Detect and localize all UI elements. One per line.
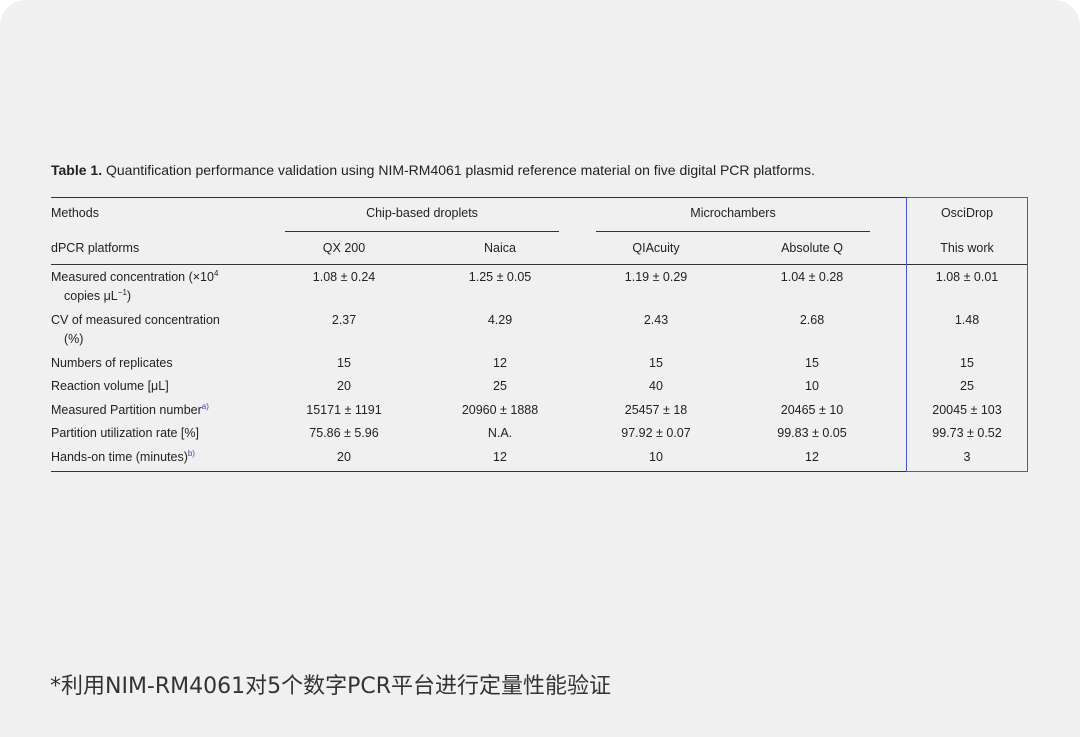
table-cell: 1.25 ± 0.05 xyxy=(468,270,532,284)
table-label: Table 1. xyxy=(51,162,103,178)
table-cell: 99.83 ± 0.05 xyxy=(777,426,847,440)
footnote-b: b) xyxy=(187,449,195,458)
table-cell: 25 xyxy=(960,379,974,393)
table-cell: 1.08 ± 0.24 xyxy=(312,270,376,284)
platforms-header: dPCR platforms xyxy=(51,241,140,255)
top-rule xyxy=(51,197,1028,198)
row-label-cv: CV of measured concentration xyxy=(51,313,220,327)
table-cell: 3 xyxy=(963,450,971,464)
row-label-reaction-volume: Reaction volume [μL] xyxy=(51,379,169,393)
table-cell: 15 xyxy=(805,356,819,370)
row-label-concentration: Measured concentration (×104 xyxy=(51,269,219,285)
table-cell: 4.29 xyxy=(487,313,513,327)
table-cell: 1.08 ± 0.01 xyxy=(935,270,999,284)
methods-header: Methods xyxy=(51,206,99,220)
row-label-partition-number: Measured Partition numbera) xyxy=(51,402,209,418)
row-label-concentration-line2: copies μL−1) xyxy=(64,288,132,304)
table-cell: 15 xyxy=(649,356,663,370)
bottom-rule xyxy=(51,471,1028,472)
table-cell: 10 xyxy=(649,450,663,464)
table-cell: 25457 ± 18 xyxy=(624,403,688,417)
table-cell: 40 xyxy=(649,379,663,393)
footer-note: *利用NIM-RM4061对5个数字PCR平台进行定量性能验证 xyxy=(50,674,612,699)
platform-qiacuity: QIAcuity xyxy=(632,241,680,255)
table-cell: 20 xyxy=(337,450,351,464)
table-cell: 25 xyxy=(493,379,507,393)
table-cell: 20045 ± 103 xyxy=(932,403,1002,417)
row-label-utilization: Partition utilization rate [%] xyxy=(51,426,199,440)
table-cell: 1.19 ± 0.29 xyxy=(624,270,688,284)
table-cell: 2.37 xyxy=(331,313,357,327)
table-cell: 15171 ± 1191 xyxy=(306,403,382,417)
table-cell: 75.86 ± 5.96 xyxy=(309,426,379,440)
row-label-cv-line2: (%) xyxy=(64,332,84,346)
table-cell: N.A. xyxy=(487,426,513,440)
group-header-chip-droplets: Chip-based droplets xyxy=(366,206,478,220)
group-rule-microchambers xyxy=(596,231,870,232)
row-label-replicates: Numbers of replicates xyxy=(51,356,173,370)
table-cell: 20960 ± 1888 xyxy=(461,403,539,417)
table-cell: 10 xyxy=(805,379,819,393)
platform-qx200: QX 200 xyxy=(322,241,366,255)
table-cell: 99.73 ± 0.52 xyxy=(932,426,1002,440)
group-header-oscidrop: OsciDrop xyxy=(940,206,994,220)
table-cell: 15 xyxy=(960,356,974,370)
group-header-microchambers: Microchambers xyxy=(690,206,776,220)
table-cell: 20 xyxy=(337,379,351,393)
table-cell: 12 xyxy=(805,450,819,464)
table-cell: 2.43 xyxy=(643,313,669,327)
table-caption-text: Quantification performance validation us… xyxy=(105,162,815,178)
table-cell: 1.04 ± 0.28 xyxy=(780,270,844,284)
platform-absolute-q: Absolute Q xyxy=(781,241,843,255)
table-cell: 12 xyxy=(493,356,507,370)
table-cell: 12 xyxy=(493,450,507,464)
footnote-a: a) xyxy=(201,402,209,411)
platform-this-work: This work xyxy=(940,241,994,255)
table-cell: 2.68 xyxy=(799,313,825,327)
table-cell: 15 xyxy=(337,356,351,370)
platform-naica: Naica xyxy=(484,241,516,255)
oscidrop-highlight-box xyxy=(906,197,1028,472)
header-rule xyxy=(51,264,1028,265)
table-cell: 20465 ± 10 xyxy=(780,403,844,417)
row-label-hands-on-time: Hands-on time (minutes)b) xyxy=(51,449,195,465)
table-cell: 1.48 xyxy=(954,313,980,327)
group-rule-chip xyxy=(285,231,559,232)
table-cell: 97.92 ± 0.07 xyxy=(621,426,691,440)
table-caption: Table 1. Quantification performance vali… xyxy=(51,160,1031,180)
